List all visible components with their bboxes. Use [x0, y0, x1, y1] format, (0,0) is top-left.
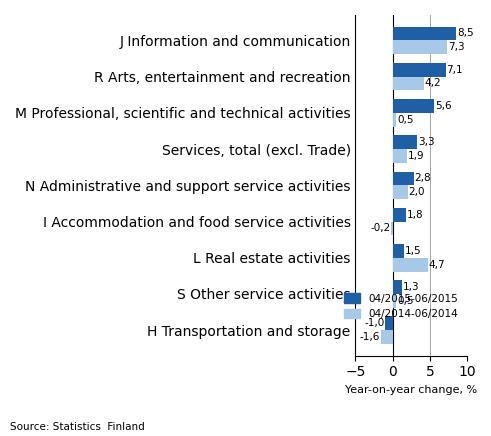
Text: 1,3: 1,3: [403, 282, 420, 292]
Bar: [393, 149, 407, 163]
Text: 7,1: 7,1: [446, 65, 463, 75]
Text: -1,6: -1,6: [359, 332, 380, 342]
Bar: [393, 280, 403, 294]
Bar: [393, 258, 428, 272]
Bar: [393, 63, 446, 77]
Bar: [393, 185, 408, 199]
Bar: [393, 208, 406, 221]
Bar: [393, 135, 417, 149]
Bar: [393, 27, 456, 41]
Text: 5,6: 5,6: [436, 101, 452, 111]
Text: 1,5: 1,5: [405, 246, 421, 256]
Bar: [385, 317, 393, 330]
Text: 1,9: 1,9: [408, 151, 424, 161]
X-axis label: Year-on-year change, %: Year-on-year change, %: [345, 385, 477, 395]
Bar: [393, 244, 404, 258]
Text: 3,3: 3,3: [418, 137, 435, 147]
Text: 2,0: 2,0: [409, 187, 425, 197]
Text: -1,0: -1,0: [364, 318, 384, 328]
Bar: [391, 221, 393, 235]
Legend: 04/2015-06/2015, 04/2014-06/2014: 04/2015-06/2015, 04/2014-06/2014: [340, 289, 462, 323]
Text: 4,7: 4,7: [429, 259, 445, 269]
Bar: [393, 294, 396, 308]
Text: 1,8: 1,8: [407, 210, 424, 220]
Text: 2,8: 2,8: [414, 174, 431, 184]
Text: -0,2: -0,2: [370, 223, 390, 233]
Text: 4,2: 4,2: [425, 78, 441, 89]
Text: 0,5: 0,5: [397, 296, 414, 306]
Bar: [393, 113, 396, 126]
Text: 7,3: 7,3: [448, 42, 464, 52]
Bar: [393, 99, 435, 113]
Bar: [381, 330, 393, 344]
Bar: [393, 77, 424, 90]
Text: 0,5: 0,5: [397, 115, 414, 125]
Text: Source: Statistics  Finland: Source: Statistics Finland: [10, 422, 144, 432]
Bar: [393, 41, 447, 54]
Text: 8,5: 8,5: [457, 28, 473, 38]
Bar: [393, 171, 413, 185]
